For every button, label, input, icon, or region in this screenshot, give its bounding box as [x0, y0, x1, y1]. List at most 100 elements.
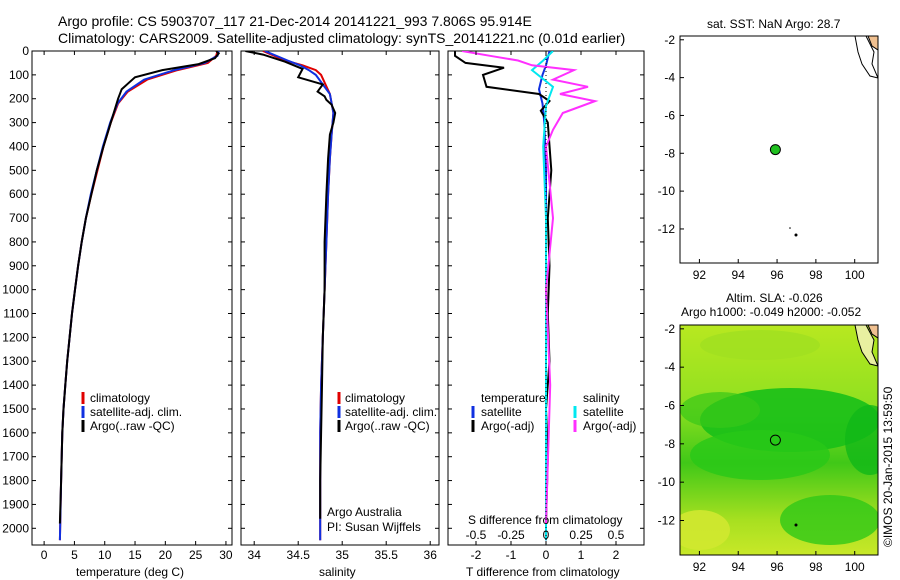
map-x-tick-label: 92 — [693, 560, 707, 574]
top-tick-label: 0 — [543, 528, 550, 542]
map-y-tick-label: -6 — [664, 399, 675, 413]
y-tick-label: 1800 — [2, 474, 29, 488]
y-tick-label: 0 — [22, 44, 29, 58]
map-x-tick-label: 98 — [809, 560, 823, 574]
float-marker — [769, 144, 781, 156]
credit-line-1: Argo Australia — [327, 505, 402, 519]
sst-map-title: sat. SST: NaN Argo: 28.7 — [707, 17, 841, 31]
map-x-tick-label: 100 — [845, 268, 865, 282]
y-tick-label: 300 — [9, 116, 29, 130]
y-tick-label: 1200 — [2, 330, 29, 344]
legend-argo: Argo(..raw -QC) — [345, 419, 430, 433]
top-axis-label: S difference from climatology — [468, 513, 623, 527]
legend-climatology: climatology — [345, 391, 405, 405]
map-x-tick-label: 94 — [732, 268, 746, 282]
x-tick-label: -2 — [471, 548, 482, 562]
map-y-tick-label: -8 — [664, 146, 675, 160]
map-y-tick-label: -10 — [658, 475, 676, 489]
x-tick-label: 2 — [613, 548, 620, 562]
y-tick-label: 1300 — [2, 354, 29, 368]
y-tick-label: 800 — [9, 235, 29, 249]
x-tick-label: 1 — [578, 548, 585, 562]
legend-t-satellite: satellite — [481, 405, 522, 419]
series-line-argo — [58, 51, 221, 524]
x-tick-label: 35 — [336, 548, 350, 562]
y-tick-label: 600 — [9, 187, 29, 201]
map-y-tick-label: -6 — [664, 108, 675, 122]
legend-s-argo: Argo(-adj) — [583, 419, 636, 433]
x-tick-label: -1 — [506, 548, 517, 562]
sumatra-coast — [854, 36, 878, 79]
x-tick-label: 30 — [219, 548, 233, 562]
series-line-argo — [245, 51, 337, 519]
legend-argo: Argo(..raw -QC) — [90, 419, 175, 433]
x-tick-label: 20 — [159, 548, 173, 562]
y-tick-label: 100 — [9, 68, 29, 82]
map-x-tick-label: 92 — [693, 268, 707, 282]
y-tick-label: 900 — [9, 259, 29, 273]
legend-satellite: satellite-adj. clim. — [90, 405, 182, 419]
imos-stamp: ©IMOS 20-Jan-2015 13:59:50 — [881, 386, 895, 547]
legend-salinity-title: salinity — [583, 391, 620, 405]
difference-xlabel: T difference from climatology — [466, 565, 620, 579]
salinity-legend: climatology satellite-adj. clim. Argo(..… — [327, 391, 437, 534]
x-tick-label: 15 — [128, 548, 142, 562]
x-tick-label: 35.5 — [375, 548, 399, 562]
credit-line-2: PI: Susan Wijffels — [327, 520, 421, 534]
legend-temperature-title: temperature — [481, 391, 546, 405]
map-x-tick-label: 96 — [770, 268, 784, 282]
y-tick-label: 1000 — [2, 283, 29, 297]
salinity-axes — [240, 50, 440, 546]
y-tick-label: 1600 — [2, 426, 29, 440]
series-line-s-satellite — [530, 51, 555, 541]
top-tick-label: 0.25 — [569, 528, 593, 542]
sla-title-1: Altim. SLA: -0.026 — [726, 291, 823, 305]
x-tick-label: 34 — [248, 548, 262, 562]
map-y-tick-label: -4 — [664, 71, 675, 85]
x-tick-label: 5 — [71, 548, 78, 562]
x-tick-label: 10 — [98, 548, 112, 562]
salinity-xlabel: salinity — [319, 565, 356, 579]
difference-legend: temperature salinity satellite Argo(-adj… — [468, 391, 636, 527]
x-tick-label: 0 — [41, 548, 48, 562]
series-line-s-argo — [461, 51, 599, 524]
map-y-tick-label: -12 — [658, 514, 676, 528]
land-patch — [867, 36, 878, 51]
y-tick-label: 500 — [9, 163, 29, 177]
temperature-legend: climatology satellite-adj. clim. Argo(..… — [81, 391, 182, 433]
map-y-tick-label: -2 — [664, 322, 675, 336]
sla-field — [680, 325, 878, 550]
map-y-tick-label: -4 — [664, 360, 675, 374]
title-line-1: Argo profile: CS 5903707_117 21-Dec-2014… — [58, 13, 532, 29]
temperature-xlabel: temperature (deg C) — [76, 565, 184, 579]
map-x-tick-label: 100 — [845, 560, 865, 574]
y-tick-label: 2000 — [2, 521, 29, 535]
map-y-tick-label: -8 — [664, 437, 675, 451]
title-line-2: Climatology: CARS2009. Satellite-adjuste… — [58, 30, 626, 46]
map-y-tick-label: -10 — [658, 184, 676, 198]
top-tick-label: 0.5 — [608, 528, 625, 542]
y-tick-label: 1100 — [3, 307, 29, 321]
legend-satellite: satellite-adj. clim. — [345, 405, 437, 419]
x-tick-label: 25 — [189, 548, 203, 562]
y-tick-label: 1400 — [2, 378, 29, 392]
y-tick-label: 200 — [9, 92, 29, 106]
map-x-tick-label: 96 — [770, 560, 784, 574]
y-tick-label: 1900 — [2, 497, 29, 511]
legend-climatology: climatology — [90, 391, 150, 405]
temperature-axes — [31, 50, 233, 546]
legend-s-satellite: satellite — [583, 405, 624, 419]
y-tick-label: 400 — [9, 139, 29, 153]
top-tick-label: -0.25 — [497, 528, 525, 542]
map-x-tick-label: 98 — [809, 268, 823, 282]
x-tick-label: 36 — [424, 548, 438, 562]
x-tick-label: 34.5 — [287, 548, 311, 562]
map-y-tick-label: -2 — [664, 33, 675, 47]
x-tick-label: 0 — [543, 548, 550, 562]
sla-title-2: Argo h1000: -0.049 h2000: -0.052 — [681, 305, 861, 319]
legend-t-argo: Argo(-adj) — [481, 419, 534, 433]
y-tick-label: 1500 — [2, 402, 29, 416]
y-tick-label: 1700 — [2, 450, 29, 464]
map-x-tick-label: 94 — [732, 560, 746, 574]
